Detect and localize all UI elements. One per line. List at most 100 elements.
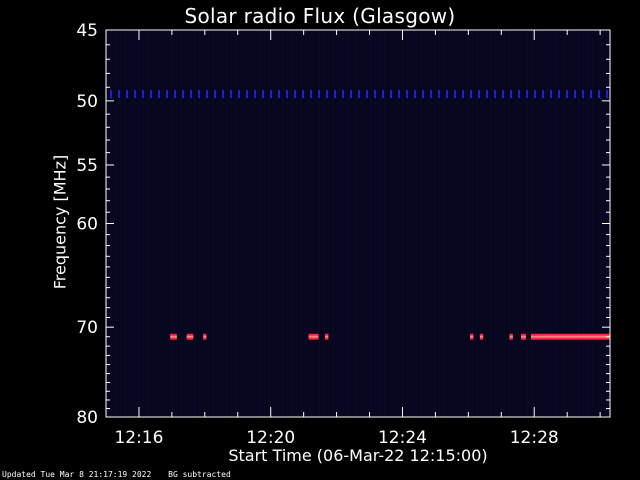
- noise-streak: [430, 30, 431, 417]
- weak-band-dash: [518, 90, 520, 99]
- burst-core: [203, 335, 207, 338]
- noise-streak: [472, 30, 473, 417]
- noise-streak: [564, 30, 565, 417]
- noise-streak: [583, 30, 584, 417]
- noise-streak: [453, 30, 454, 417]
- noise-streak: [264, 30, 265, 417]
- noise-streak: [116, 30, 117, 417]
- noise-streak: [379, 30, 380, 417]
- weak-band-dash: [198, 90, 200, 99]
- weak-band-dash: [270, 90, 272, 99]
- weak-band-dash: [126, 90, 128, 99]
- noise-streak: [291, 30, 292, 417]
- noise-streak: [301, 30, 302, 417]
- weak-band-dash: [206, 90, 208, 99]
- weak-band-dash: [430, 90, 432, 99]
- burst-core: [479, 335, 484, 338]
- weak-band-dash: [310, 90, 312, 99]
- weak-band-dash: [462, 90, 464, 99]
- noise-streak: [587, 30, 588, 417]
- noise-streak: [222, 30, 223, 417]
- y-axis-label: Frequency [MHz]: [50, 154, 70, 290]
- weak-band-dash: [134, 90, 136, 99]
- weak-band-dash: [150, 90, 152, 99]
- weak-band-dash: [382, 90, 384, 99]
- y-tick-label: 80: [76, 408, 98, 428]
- weak-band-dash: [454, 90, 456, 99]
- noise-streak: [541, 30, 542, 417]
- weak-band-dash: [246, 90, 248, 99]
- weak-band-dash: [606, 90, 608, 99]
- noise-streak: [421, 30, 422, 417]
- weak-band-dash: [438, 90, 440, 99]
- weak-band-dash: [502, 90, 504, 99]
- weak-band-dash: [414, 90, 416, 99]
- noise-streak: [504, 30, 505, 417]
- weak-band-dash: [558, 90, 560, 99]
- weak-band-dash: [526, 90, 528, 99]
- weak-band-dash: [326, 90, 328, 99]
- noise-streak: [578, 30, 579, 417]
- noise-streak: [569, 30, 570, 417]
- noise-streak: [458, 30, 459, 417]
- noise-streak: [546, 30, 547, 417]
- noise-streak: [245, 30, 246, 417]
- noise-streak: [476, 30, 477, 417]
- weak-band-dash: [422, 90, 424, 99]
- burst-core: [170, 335, 177, 338]
- weak-band-dash: [598, 90, 600, 99]
- x-tick-label: 12:24: [378, 428, 427, 448]
- noise-streak: [254, 30, 255, 417]
- noise-streak: [217, 30, 218, 417]
- noise-streak: [162, 30, 163, 417]
- noise-streak: [208, 30, 209, 417]
- noise-streak: [305, 30, 306, 417]
- weak-band-dash: [582, 90, 584, 99]
- noise-streak: [550, 30, 551, 417]
- weak-band-dash: [574, 90, 576, 99]
- noise-streak: [518, 30, 519, 417]
- x-tick-label: 12:28: [510, 428, 559, 448]
- noise-streak: [227, 30, 228, 417]
- footer: Updated Tue Mar 8 21:17:19 2022 BG subtr…: [2, 470, 243, 479]
- noise-streak: [481, 30, 482, 417]
- weak-band-dash: [278, 90, 280, 99]
- noise-streak: [365, 30, 366, 417]
- noise-streak: [282, 30, 283, 417]
- updated-timestamp: Updated Tue Mar 8 21:17:19 2022: [2, 470, 152, 479]
- weak-band-dash: [374, 90, 376, 99]
- noise-streak: [268, 30, 269, 417]
- weak-band-dash: [342, 90, 344, 99]
- noise-streak: [509, 30, 510, 417]
- noise-streak: [407, 30, 408, 417]
- y-tick-label: 50: [76, 92, 98, 112]
- noise-streak: [342, 30, 343, 417]
- weak-band-dash: [542, 90, 544, 99]
- weak-band-dash: [318, 90, 320, 99]
- noise-streak: [259, 30, 260, 417]
- burst-core: [509, 335, 513, 338]
- noise-streak: [393, 30, 394, 417]
- noise-streak: [532, 30, 533, 417]
- weak-band-dash: [470, 90, 472, 99]
- noise-streak: [120, 30, 121, 417]
- weak-band-dash: [446, 90, 448, 99]
- noise-streak: [148, 30, 149, 417]
- noise-streak: [338, 30, 339, 417]
- noise-streak: [513, 30, 514, 417]
- weak-band-dash: [366, 90, 368, 99]
- burst-core: [308, 335, 319, 338]
- noise-streak: [319, 30, 320, 417]
- weak-band-dash: [478, 90, 480, 99]
- weak-band-dash: [294, 90, 296, 99]
- weak-band-dash: [358, 90, 360, 99]
- weak-band-dash: [398, 90, 400, 99]
- weak-band-dash: [510, 90, 512, 99]
- weak-band-dash: [262, 90, 264, 99]
- noise-streak: [384, 30, 385, 417]
- noise-streak: [328, 30, 329, 417]
- noise-streak: [361, 30, 362, 417]
- noise-streak: [467, 30, 468, 417]
- burst-core: [325, 335, 329, 338]
- noise-streak: [490, 30, 491, 417]
